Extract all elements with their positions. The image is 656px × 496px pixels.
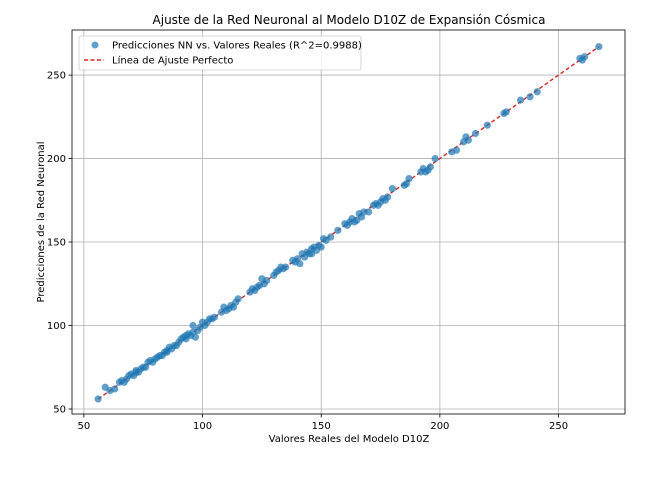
data-point — [526, 93, 534, 101]
data-point — [452, 146, 461, 154]
x-tick-label: 250 — [549, 421, 568, 432]
data-point — [234, 295, 242, 303]
x-tick-label: 100 — [193, 421, 212, 432]
data-point — [595, 43, 603, 51]
y-tick-label: 150 — [47, 238, 66, 249]
x-tick-label: 50 — [77, 421, 90, 432]
data-point — [189, 321, 197, 330]
data-point — [431, 154, 439, 163]
data-point — [384, 193, 392, 201]
y-tick-label: 100 — [47, 321, 66, 332]
data-point — [334, 226, 342, 234]
legend-entry-perfect-fit: Línea de Ajuste Perfecto — [112, 55, 233, 67]
legend: Predicciones NN vs. Valores Reales (R^2=… — [78, 35, 362, 71]
x-axis-ticks: 50 100 150 200 250 — [77, 414, 568, 432]
y-axis-label: Predicciones de la Red Neuronal — [36, 142, 47, 303]
data-point — [483, 121, 491, 129]
data-point — [581, 53, 589, 61]
y-tick-label: 50 — [53, 404, 66, 415]
chart-title: Ajuste de la Red Neuronal al Modelo D10Z… — [153, 13, 546, 27]
grid-lines — [72, 30, 625, 414]
data-point — [464, 136, 472, 144]
data-point — [111, 385, 119, 393]
plot-frame — [71, 29, 626, 415]
x-axis-label: Valores Reales del Modelo D10Z — [269, 434, 430, 445]
data-point — [210, 313, 219, 321]
data-point — [533, 88, 541, 96]
data-point — [327, 233, 335, 241]
legend-entry-predictions: Predicciones NN vs. Valores Reales (R^2=… — [112, 41, 362, 52]
data-point — [94, 395, 102, 403]
legend-box — [78, 35, 362, 71]
data-point — [365, 208, 373, 216]
data-point — [471, 129, 480, 138]
y-axis-ticks: 50 100 150 200 250 — [47, 71, 72, 415]
x-tick-label: 150 — [312, 421, 331, 432]
x-tick-label: 200 — [430, 421, 449, 432]
data-point — [426, 163, 434, 171]
legend-marker-scatter — [91, 41, 99, 49]
data-point — [405, 174, 413, 183]
data-point — [296, 260, 304, 268]
data-point — [388, 185, 397, 193]
data-point — [317, 243, 325, 251]
y-tick-label: 200 — [47, 154, 66, 165]
y-tick-label: 250 — [47, 71, 66, 82]
data-point — [263, 276, 271, 285]
data-point — [191, 333, 200, 341]
data-point — [502, 108, 510, 116]
data-points-group — [94, 43, 603, 403]
data-point — [282, 263, 290, 271]
data-point — [516, 96, 525, 104]
